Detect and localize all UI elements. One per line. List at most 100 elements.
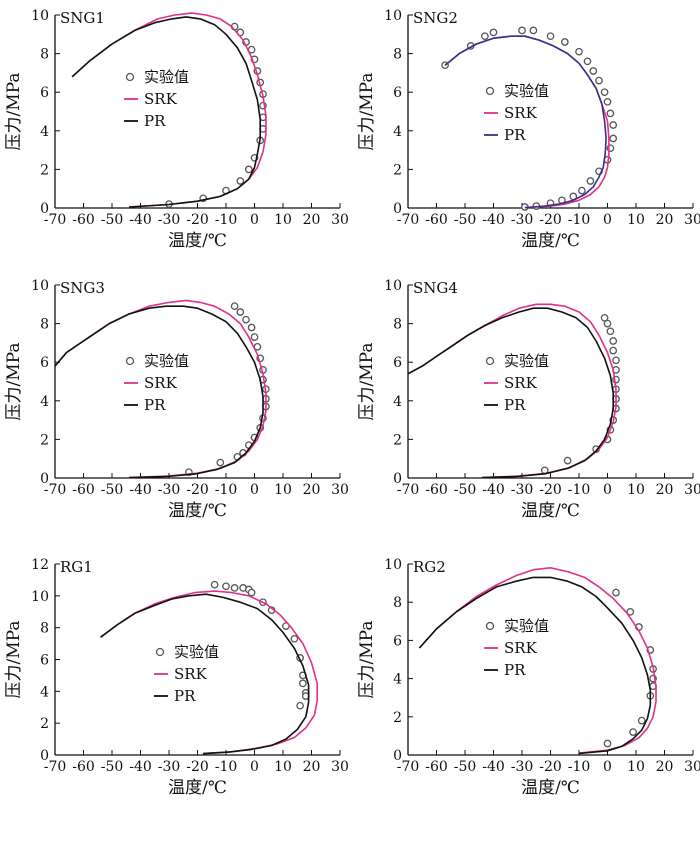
x-tick-label: -40 <box>129 482 152 498</box>
y-tick-label: 0 <box>40 748 49 764</box>
legend-label: 实验值 <box>144 352 189 370</box>
experiment-point <box>247 323 256 332</box>
legend-marker-experiment <box>485 86 495 96</box>
x-tick-label: 0 <box>250 482 259 498</box>
experiment-point <box>563 456 572 465</box>
x-tick-label: -50 <box>454 759 477 775</box>
series-line-pr <box>71 16 261 208</box>
legend-marker-experiment <box>485 621 495 631</box>
x-tick-label: -70 <box>397 759 420 775</box>
experiment-point <box>589 67 598 75</box>
chart-panel-sng4: -70 -60 -50 -40 -30 -20 -10 0 10 20 30 0 2 4 6 8 10 温度/℃ 压… <box>357 278 700 521</box>
legend-label: PR <box>504 126 526 144</box>
y-axis-label: 压力/MPa <box>357 621 377 699</box>
y-tick-label: 10 <box>31 278 49 294</box>
x-tick-label: -40 <box>482 212 505 228</box>
legend-label: 实验值 <box>504 617 549 635</box>
y-tick-label: 8 <box>40 317 49 333</box>
panel-title: SNG4 <box>413 279 458 297</box>
x-tick-label: -30 <box>158 759 181 775</box>
x-axis-label: 温度/℃ <box>168 501 227 521</box>
legend-label: PR <box>504 661 526 679</box>
legend-marker-experiment <box>125 72 135 82</box>
experiment-point <box>210 580 219 589</box>
experiment-point <box>578 186 586 195</box>
experiment-point <box>546 32 555 41</box>
x-tick-label: -70 <box>44 759 67 775</box>
y-tick-label: 2 <box>393 710 402 726</box>
x-tick-label: -20 <box>539 482 562 498</box>
y-tick-label: 10 <box>31 8 49 24</box>
x-tick-label: 0 <box>250 759 259 775</box>
experiment-point <box>600 313 609 322</box>
series-line-srk <box>418 567 657 754</box>
experiment-point <box>244 165 253 174</box>
x-tick-label: 20 <box>303 482 321 498</box>
y-tick-label: 2 <box>393 432 402 448</box>
x-tick-label: -30 <box>158 482 181 498</box>
y-tick-label: 8 <box>393 47 402 63</box>
panel-title: SNG2 <box>413 9 458 27</box>
experiment-point <box>629 728 637 736</box>
y-tick-label: 2 <box>393 162 402 178</box>
experiment-point <box>583 57 592 66</box>
series-line-pr <box>100 593 310 755</box>
x-tick-label: -20 <box>539 212 562 228</box>
legend-marker-experiment <box>125 356 135 366</box>
y-tick-label: 8 <box>393 317 402 333</box>
y-tick-label: 6 <box>393 85 402 101</box>
x-tick-label: -70 <box>44 482 67 498</box>
x-tick-label: -10 <box>215 482 238 498</box>
x-tick-label: -40 <box>129 759 152 775</box>
x-tick-label: -30 <box>511 482 534 498</box>
y-tick-label: 10 <box>384 557 402 573</box>
legend-marker-experiment <box>155 647 165 657</box>
panel-title: SNG1 <box>60 9 105 27</box>
experiment-point <box>609 121 618 129</box>
y-tick-label: 4 <box>40 394 49 410</box>
x-tick-label: -20 <box>539 759 562 775</box>
series-line-pr <box>444 35 607 209</box>
y-tick-label: 10 <box>384 8 402 24</box>
y-axis-label: 压力/MPa <box>357 73 377 151</box>
legend-label: SRK <box>144 374 178 392</box>
y-tick-label: 0 <box>393 201 402 217</box>
y-tick-label: 2 <box>40 162 49 178</box>
x-tick-label: -30 <box>158 212 181 228</box>
x-tick-label: 10 <box>627 759 645 775</box>
y-axis-label: 压力/MPa <box>4 73 24 151</box>
x-tick-label: 20 <box>656 759 674 775</box>
x-tick-label: -10 <box>215 759 238 775</box>
chart-panel-sng3: -70 -60 -50 -40 -30 -20 -10 0 10 20 30 0 2 4 6 8 10 温度/℃ 压… <box>4 278 349 521</box>
x-tick-label: 30 <box>684 212 700 228</box>
x-tick-label: -70 <box>397 212 420 228</box>
x-tick-label: -10 <box>568 212 591 228</box>
x-tick-label: 30 <box>684 482 700 498</box>
x-tick-label: -30 <box>511 759 534 775</box>
experiment-point <box>230 584 239 592</box>
x-tick-label: -10 <box>568 482 591 498</box>
experiment-point <box>236 308 245 316</box>
y-tick-label: 8 <box>40 47 49 63</box>
x-axis-label: 温度/℃ <box>521 778 580 798</box>
experiment-point <box>603 319 612 328</box>
chart-panel-sng1: -70 -60 -50 -40 -30 -20 -10 0 10 20 30 0 2 4 6 8 10 温度/℃ 压… <box>4 8 349 251</box>
x-tick-label: 30 <box>331 482 349 498</box>
experiment-point <box>603 97 612 106</box>
y-tick-label: 0 <box>40 201 49 217</box>
y-tick-label: 2 <box>40 716 49 732</box>
chart-panel-rg2: -70 -60 -50 -40 -30 -20 -10 0 10 20 30 0 2 4 6 8 10 温度/℃ 压… <box>357 557 700 798</box>
legend-label: SRK <box>504 639 538 657</box>
legend: 实验值 SRK PR <box>154 643 219 705</box>
series-line-srk <box>100 590 318 755</box>
experiment-point <box>481 32 489 41</box>
x-tick-label: -70 <box>44 212 67 228</box>
x-tick-label: 10 <box>627 482 645 498</box>
x-tick-label: 30 <box>684 759 700 775</box>
x-tick-label: -50 <box>101 482 124 498</box>
x-axis-label: 温度/℃ <box>521 501 580 521</box>
x-tick-label: 20 <box>656 482 674 498</box>
legend-label: 实验值 <box>144 68 189 86</box>
y-tick-label: 6 <box>40 355 49 371</box>
